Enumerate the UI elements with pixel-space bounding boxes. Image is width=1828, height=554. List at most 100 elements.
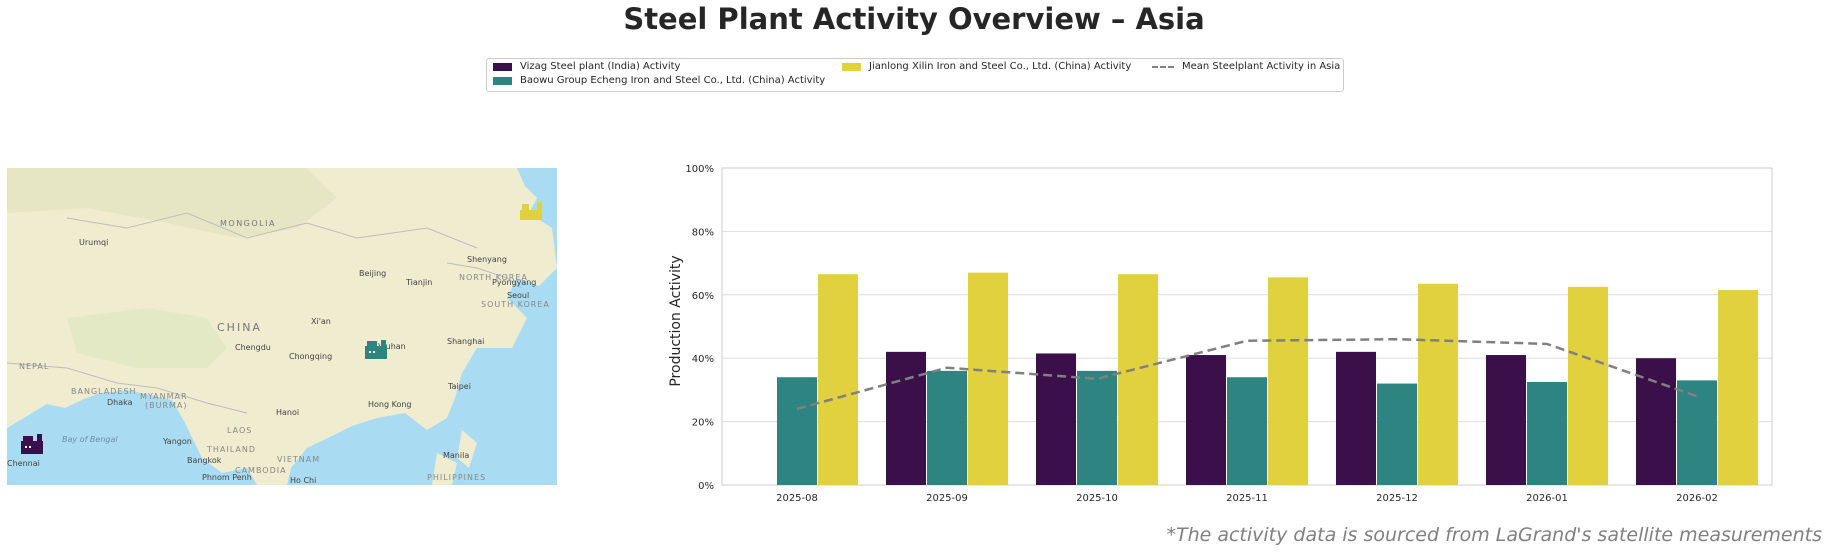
map-label-bay-of-bengal: Bay of Bengal	[62, 435, 118, 444]
y-tick-label: 0%	[698, 481, 714, 492]
x-tick-label: 2025-10	[1076, 493, 1118, 504]
map-label-bangkok: Bangkok	[187, 456, 222, 465]
legend-label-baowu: Baowu Group Echeng Iron and Steel Co., L…	[520, 75, 826, 86]
bar	[1418, 283, 1458, 485]
bar	[1677, 380, 1717, 485]
map-label-north-korea: NORTH KOREA	[459, 273, 528, 282]
map-label-shenyang: Shenyang	[467, 255, 507, 264]
map-label-hong-kong: Hong Kong	[368, 400, 412, 409]
map-label-manila: Manila	[443, 451, 469, 460]
map-label-dhaka: Dhaka	[107, 398, 133, 407]
legend-label-mean: Mean Steelplant Activity in Asia	[1182, 61, 1341, 72]
y-tick-label: 40%	[692, 354, 714, 365]
map-label-chennai: Chennai	[7, 459, 40, 468]
map-label-bangladesh: BANGLADESH	[71, 387, 137, 396]
x-tick-label: 2025-09	[926, 493, 968, 504]
map-label-beijing: Beijing	[359, 269, 386, 278]
bar	[777, 377, 817, 485]
bar	[1186, 355, 1226, 485]
map-label-pyongyang: Pyongyang	[492, 278, 536, 287]
legend-item-jianlong: Jianlong Xilin Iron and Steel Co., Ltd. …	[842, 61, 1131, 72]
legend-swatch-jianlong	[842, 62, 861, 71]
bar	[1036, 353, 1076, 485]
bar	[1077, 370, 1117, 485]
mean-line	[796, 337, 1698, 411]
map-label-cambodia: CAMBODIA	[235, 466, 287, 475]
page-title: Steel Plant Activity Overview – Asia	[623, 2, 1205, 36]
map-label-china: CHINA	[217, 321, 262, 334]
map-label-yangon: Yangon	[162, 437, 192, 446]
map-philippines	[432, 453, 457, 485]
map-japan	[527, 238, 547, 263]
map-label-philippines: PHILIPPINES	[427, 473, 486, 482]
chart-svg: Production Activity 0% 20% 40% 60% 80% 100% 20…	[668, 164, 1773, 504]
x-tick-label: 2026-02	[1676, 493, 1718, 504]
map-label-shanghai: Shanghai	[447, 337, 484, 346]
map-border-south	[7, 362, 248, 414]
bar	[1527, 381, 1567, 485]
map-border-korea	[446, 262, 523, 289]
bar	[886, 351, 926, 485]
asia-map: MONGOLIA Urumqi Shenyang Beijing Tianjin…	[7, 168, 557, 485]
y-tick-label: 20%	[692, 418, 714, 429]
map-label-hanoi: Hanoi	[276, 408, 299, 417]
bar	[1636, 358, 1676, 485]
x-tick-label: 2025-08	[776, 493, 818, 504]
factory-icon-vizag	[21, 434, 43, 454]
bar	[927, 370, 967, 485]
legend-item-baowu: Baowu Group Echeng Iron and Steel Co., L…	[493, 75, 825, 86]
x-tick-label: 2025-11	[1226, 493, 1268, 504]
map-taiwan	[457, 430, 477, 468]
bar	[1568, 286, 1608, 485]
map-label-wuhan: Wuhan	[378, 342, 406, 351]
map-land-north	[7, 168, 337, 238]
map-label-seoul: Seoul	[507, 291, 529, 300]
legend-item-vizag: Vizag Steel plant (India) Activity	[493, 61, 680, 72]
map-label-phnom-penh: Phnom Penh	[202, 473, 252, 482]
factory-icon-jianlong	[520, 202, 542, 220]
map-label-burma: (BURMA)	[145, 401, 188, 410]
map-label-chongqing: Chongqing	[289, 352, 332, 361]
x-tick-label: 2025-12	[1376, 493, 1418, 504]
y-tick-label: 60%	[692, 291, 714, 302]
map-land-west	[67, 308, 227, 368]
legend-label-jianlong: Jianlong Xilin Iron and Steel Co., Ltd. …	[869, 61, 1132, 72]
bar	[1118, 274, 1158, 485]
map-label-myanmar: MYANMAR	[140, 392, 188, 401]
legend-swatch-vizag	[493, 62, 512, 71]
map-label-mongolia: MONGOLIA	[220, 219, 276, 228]
map-border-north	[66, 212, 478, 249]
legend-label-vizag: Vizag Steel plant (India) Activity	[520, 61, 681, 72]
map-label-south-korea: SOUTH KOREA	[481, 300, 550, 309]
map-label-ho-chi: Ho Chi	[290, 476, 316, 485]
y-tick-label: 80%	[692, 227, 714, 238]
bar	[818, 274, 858, 485]
factory-icon-baowu	[365, 340, 387, 359]
map-label-taipei: Taipei	[447, 382, 471, 391]
map-label-laos: LAOS	[227, 426, 252, 435]
map-label-urumqi: Urumqi	[79, 238, 108, 247]
legend-swatch-mean	[1152, 65, 1174, 68]
y-axis-label: Production Activity	[668, 255, 684, 386]
legend-item-mean: Mean Steelplant Activity in Asia	[1152, 61, 1340, 72]
legend-swatch-baowu	[493, 76, 512, 85]
chart-legend: Vizag Steel plant (India) Activity Baowu…	[486, 58, 1344, 92]
map-label-chengdu: Chengdu	[235, 343, 271, 352]
map-label-xian: Xi'an	[311, 317, 331, 326]
bar	[1227, 377, 1267, 485]
bar-chart: Production Activity 0% 20% 40% 60% 80% 100% 20…	[660, 160, 1820, 514]
x-tick-label: 2026-01	[1526, 493, 1568, 504]
bar	[1268, 277, 1308, 485]
map-land	[7, 168, 557, 485]
footnote: *The activity data is sourced from LaGra…	[1166, 524, 1822, 546]
map-svg: MONGOLIA Urumqi Shenyang Beijing Tianjin…	[7, 168, 557, 485]
map-label-thailand: THAILAND	[206, 445, 256, 454]
bar	[1377, 383, 1417, 485]
map-label-nepal: NEPAL	[19, 362, 49, 371]
bar	[1336, 351, 1376, 485]
bar	[1718, 290, 1758, 485]
y-tick-label: 100%	[685, 164, 714, 175]
bar	[968, 272, 1008, 485]
map-label-vietnam: VIETNAM	[277, 455, 320, 464]
bar	[1486, 355, 1526, 485]
